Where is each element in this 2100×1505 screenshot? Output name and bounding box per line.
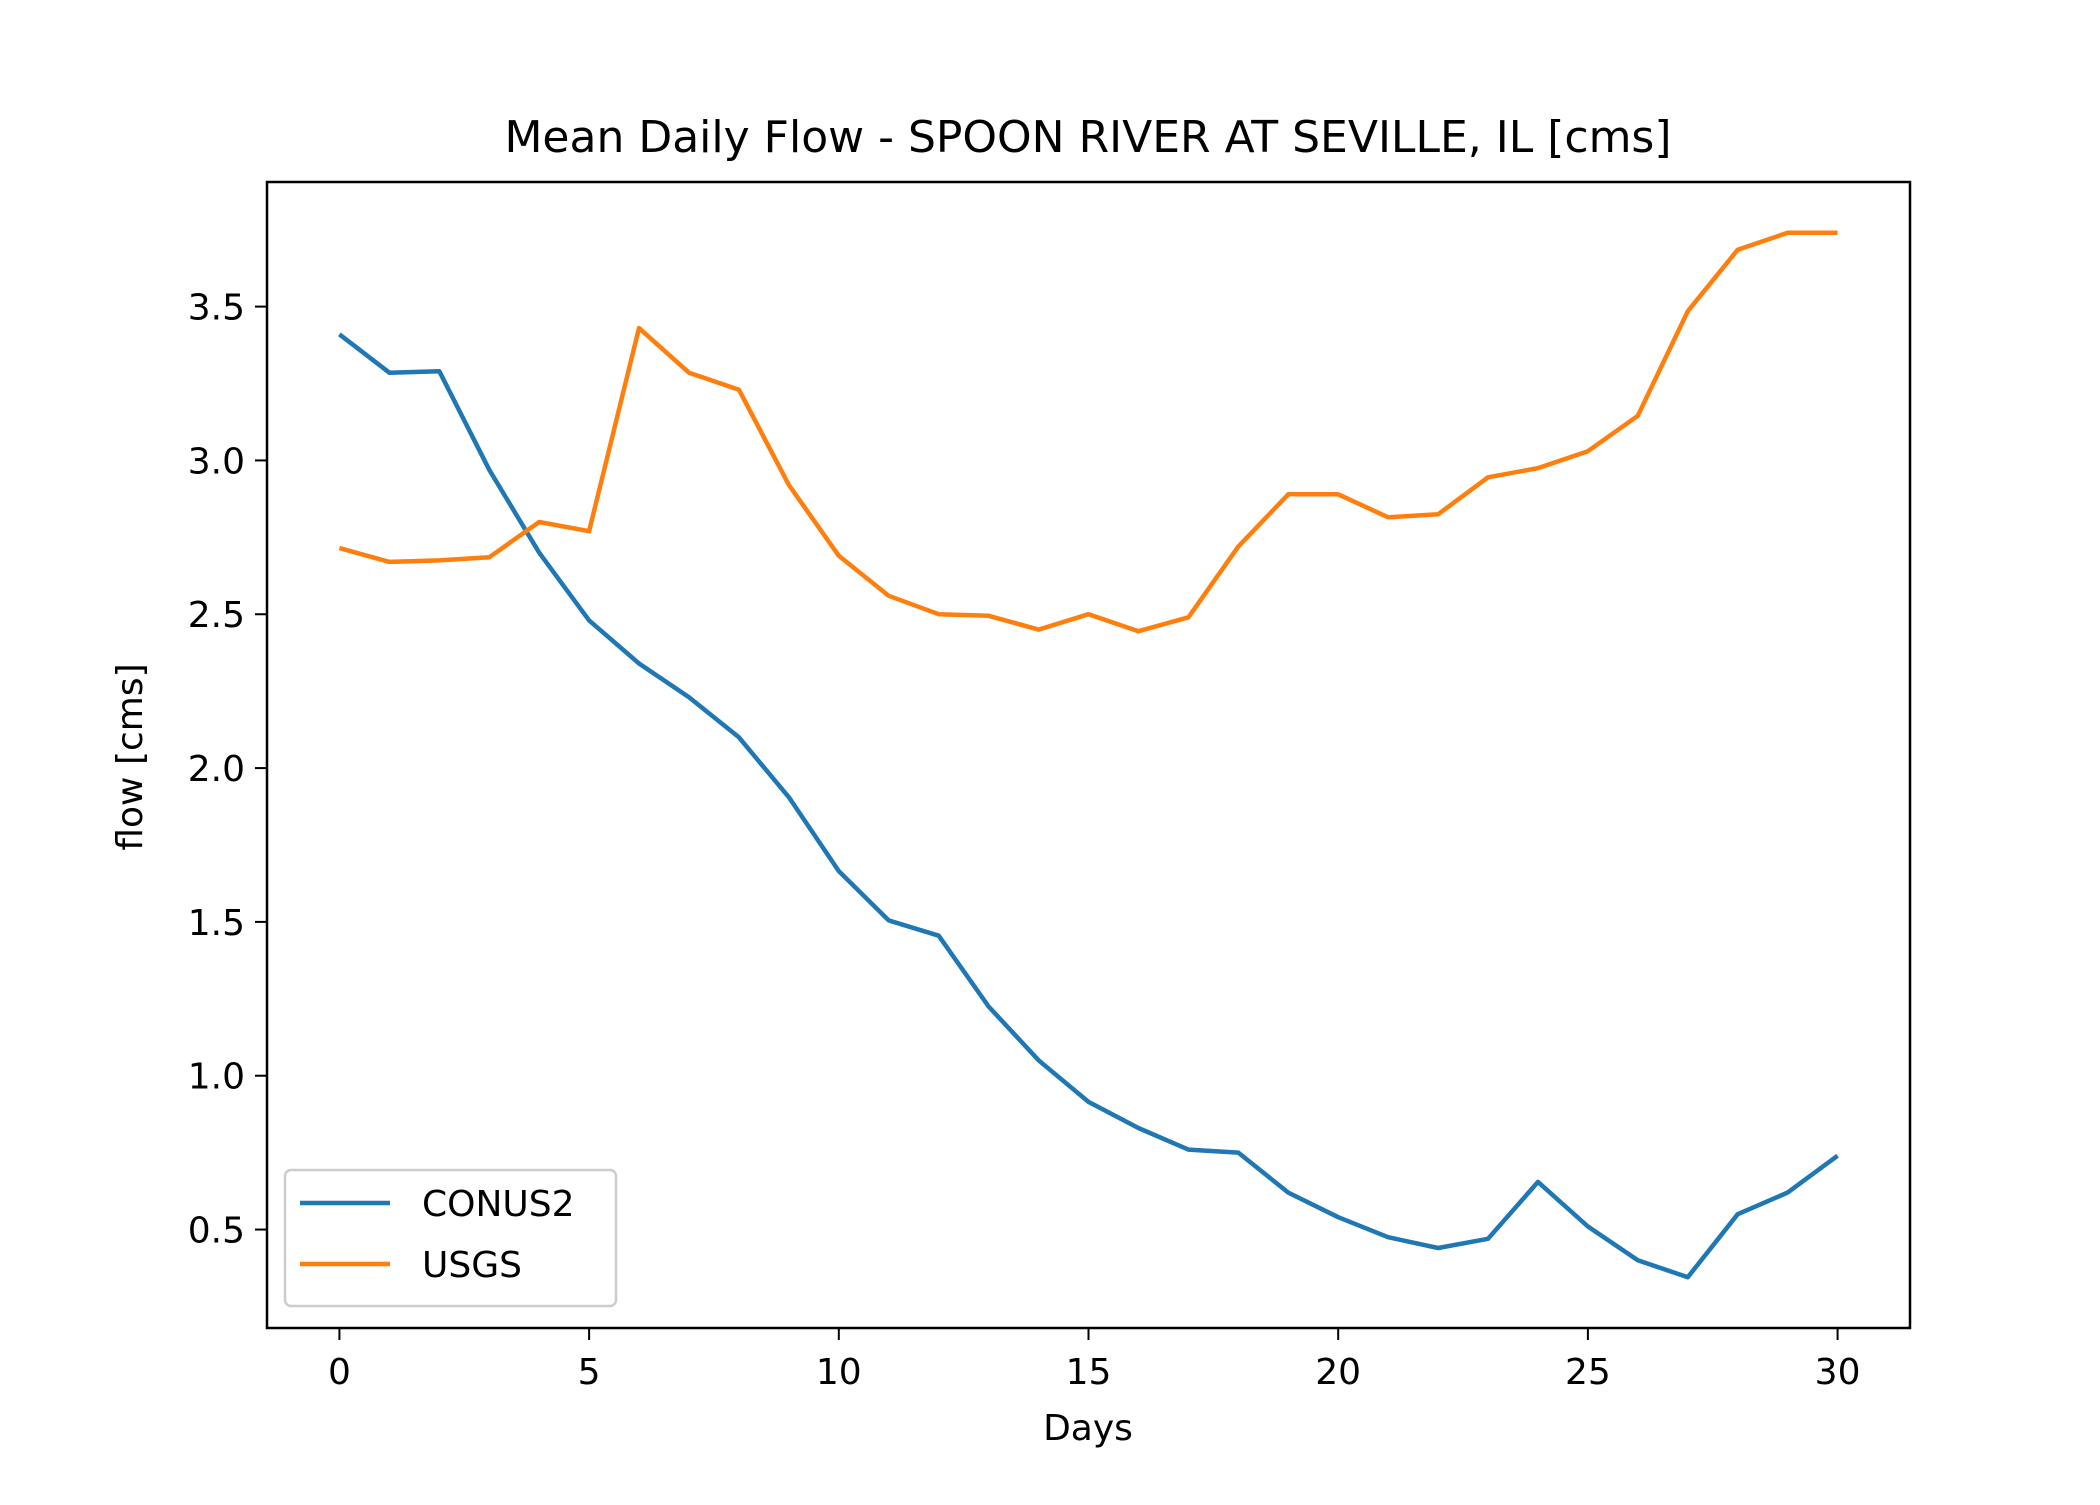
- y-tick-label: 1.0: [188, 1057, 245, 1098]
- legend-label-usgs: USGS: [422, 1245, 522, 1286]
- axis-ticks: 0 5 10 15 20 25 30 0.5 1.0 1.5 2.0 2.5 3.0 3.5: [188, 288, 1861, 1393]
- series-line-conus2: [338, 332, 1839, 1280]
- x-tick-label: 30: [1815, 1352, 1861, 1393]
- y-tick-label: 0.5: [188, 1211, 245, 1252]
- series-lines: [338, 230, 1839, 1280]
- series-line-usgs: [338, 230, 1838, 634]
- y-tick-label: 3.0: [188, 441, 245, 482]
- y-tick-label: 2.0: [188, 749, 245, 790]
- x-tick-label: 25: [1565, 1352, 1611, 1393]
- plot-area-frame: [265, 180, 1912, 1330]
- y-tick-label: 3.5: [188, 288, 245, 329]
- y-tick-label: 1.5: [188, 903, 245, 944]
- legend-label-conus2: CONUS2: [422, 1184, 575, 1225]
- y-tick-label: 2.5: [188, 595, 245, 636]
- y-axis-label: flow [cms]: [110, 663, 151, 850]
- x-tick-label: 0: [328, 1352, 351, 1393]
- chart-title: Mean Daily Flow - SPOON RIVER AT SEVILLE…: [504, 112, 1671, 163]
- x-tick-label: 20: [1315, 1352, 1361, 1393]
- x-tick-label: 10: [816, 1352, 862, 1393]
- x-tick-label: 5: [578, 1352, 601, 1393]
- x-tick-label: 15: [1066, 1352, 1112, 1393]
- x-axis-label: Days: [1043, 1408, 1133, 1449]
- legend: CONUS2 USGS: [283, 1168, 618, 1308]
